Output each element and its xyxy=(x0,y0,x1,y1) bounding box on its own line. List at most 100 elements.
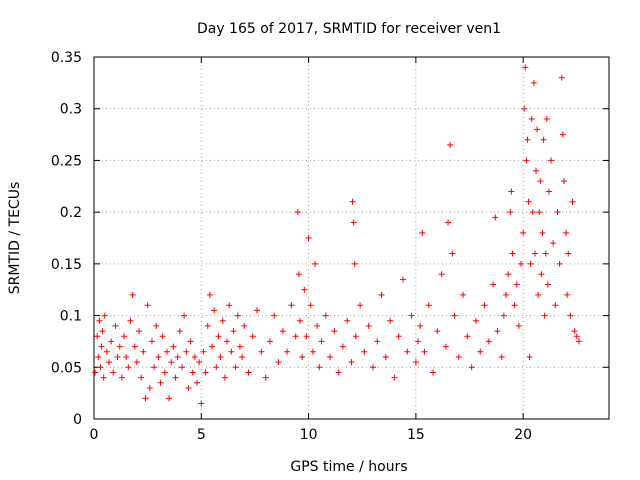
data-point xyxy=(224,338,231,345)
data-point xyxy=(159,333,166,340)
data-point xyxy=(464,333,471,340)
data-point xyxy=(118,374,125,381)
data-point xyxy=(374,338,381,345)
data-point xyxy=(204,322,211,329)
x-axis-label: GPS time / hours xyxy=(290,459,407,475)
data-point xyxy=(292,333,299,340)
data-point xyxy=(468,364,475,371)
data-point xyxy=(133,359,140,366)
data-point xyxy=(228,348,235,355)
data-point xyxy=(121,333,128,340)
chart-title: Day 165 of 2017, SRMTID for receiver ven… xyxy=(197,21,501,37)
data-point xyxy=(559,131,566,138)
data-point xyxy=(408,312,415,319)
data-point xyxy=(92,369,99,376)
y-tick-label: 0 xyxy=(73,412,82,428)
data-point xyxy=(412,359,419,366)
data-point xyxy=(279,328,286,335)
data-point xyxy=(573,333,580,340)
data-point xyxy=(236,343,243,350)
data-point xyxy=(294,209,301,216)
data-point xyxy=(94,333,101,340)
data-point xyxy=(513,281,520,288)
data-point xyxy=(112,322,119,329)
data-point xyxy=(500,312,507,319)
data-point xyxy=(534,126,541,133)
data-point xyxy=(537,178,544,185)
data-point xyxy=(505,271,512,278)
data-point xyxy=(485,338,492,345)
data-point xyxy=(542,250,549,257)
data-point xyxy=(301,286,308,293)
data-point xyxy=(477,348,484,355)
data-point xyxy=(174,353,181,360)
data-point xyxy=(221,374,228,381)
data-point xyxy=(213,364,220,371)
data-point xyxy=(382,353,389,360)
data-point xyxy=(515,322,522,329)
data-point xyxy=(531,250,538,257)
y-tick-label: 0.3 xyxy=(60,102,82,118)
data-point xyxy=(351,260,358,267)
data-point xyxy=(131,343,138,350)
data-point xyxy=(560,178,567,185)
data-point xyxy=(198,400,205,407)
data-point xyxy=(421,348,428,355)
data-point xyxy=(217,353,224,360)
data-point xyxy=(146,384,153,391)
data-point xyxy=(168,359,175,366)
data-point xyxy=(544,281,551,288)
y-axis: 0 0.05 0.1 0.15 0.2 0.25 0.3 0.35 xyxy=(51,50,609,428)
data-point xyxy=(245,369,252,376)
data-point xyxy=(492,214,499,221)
data-point xyxy=(97,364,104,371)
data-point xyxy=(575,338,582,345)
data-point xyxy=(114,353,121,360)
data-point xyxy=(215,333,222,340)
data-point xyxy=(209,343,216,350)
data-point xyxy=(521,105,528,112)
data-point xyxy=(178,364,185,371)
plot-frame xyxy=(93,56,610,420)
data-point xyxy=(157,379,164,386)
data-point xyxy=(438,271,445,278)
data-point xyxy=(419,229,426,236)
data-point xyxy=(361,348,368,355)
data-point xyxy=(144,302,151,309)
data-point xyxy=(434,328,441,335)
y-tick-label: 0.15 xyxy=(51,257,82,273)
data-point xyxy=(271,312,278,319)
data-point xyxy=(447,141,454,148)
data-point xyxy=(138,374,145,381)
data-point xyxy=(161,369,168,376)
data-point xyxy=(108,338,115,345)
data-point xyxy=(196,359,203,366)
data-point xyxy=(194,379,200,386)
data-point xyxy=(449,250,456,257)
data-point xyxy=(189,369,196,376)
y-tick-label: 0.2 xyxy=(60,205,82,221)
data-point xyxy=(136,328,143,335)
data-point xyxy=(535,291,542,298)
data-point xyxy=(262,374,269,381)
data-point xyxy=(357,302,364,309)
data-point xyxy=(232,364,239,371)
data-point xyxy=(350,219,357,226)
data-point xyxy=(303,333,310,340)
data-series xyxy=(92,64,582,407)
data-point xyxy=(127,317,134,324)
data-point xyxy=(226,302,233,309)
data-point xyxy=(365,322,372,329)
data-point xyxy=(206,291,213,298)
data-point xyxy=(494,328,501,335)
y-tick-label: 0.25 xyxy=(51,153,82,169)
data-point xyxy=(106,359,113,366)
data-point xyxy=(352,333,359,340)
x-tick-label: 15 xyxy=(407,427,425,443)
data-point xyxy=(123,353,130,360)
data-point xyxy=(472,317,479,324)
x-tick-label: 20 xyxy=(514,427,532,443)
data-point xyxy=(344,317,351,324)
data-point xyxy=(503,291,509,298)
x-axis: 0 5 10 15 20 xyxy=(90,57,532,443)
